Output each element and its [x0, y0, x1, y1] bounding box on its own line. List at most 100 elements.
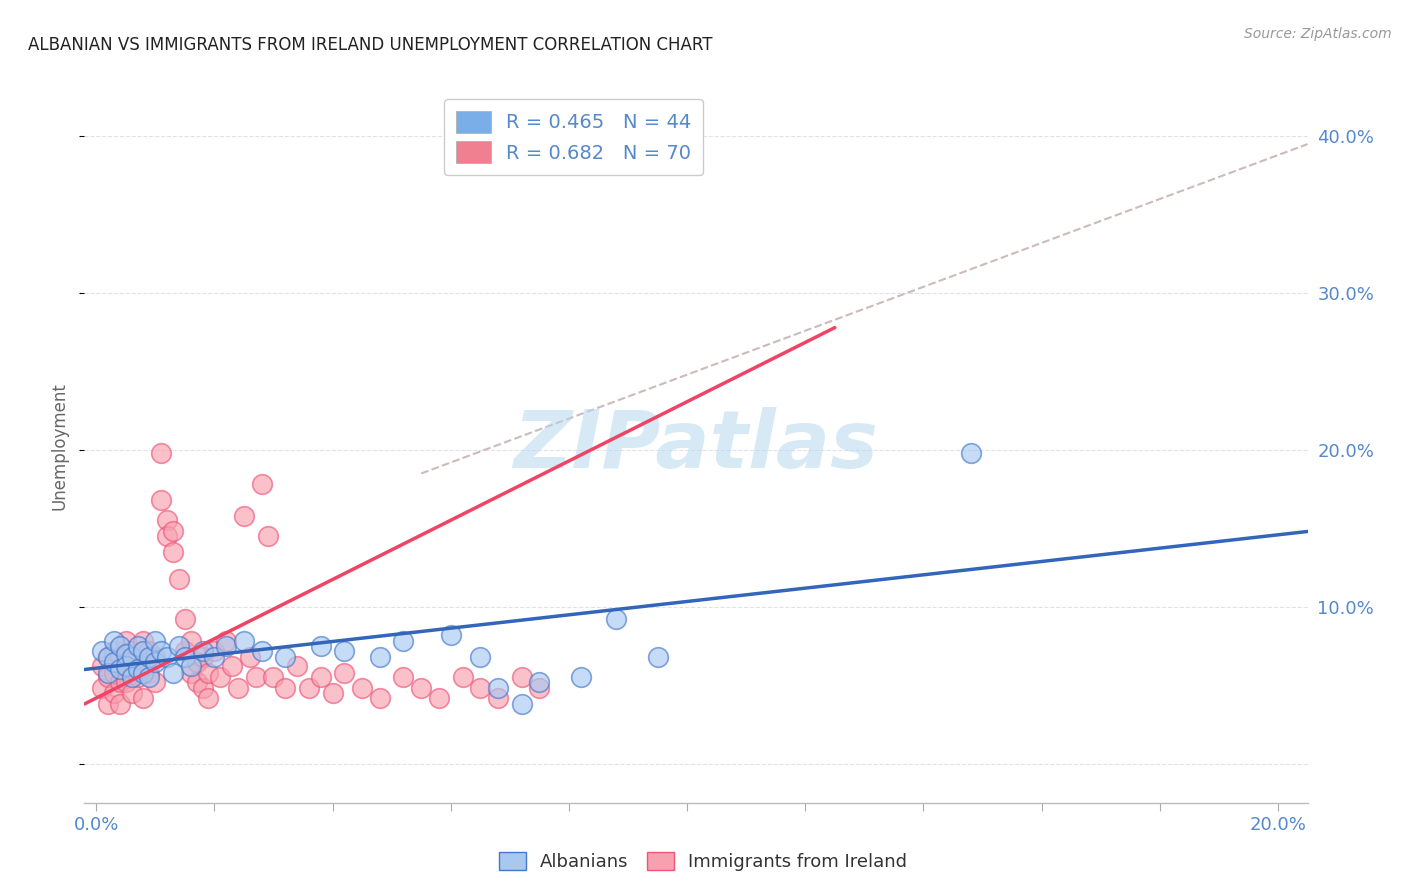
Point — [470, 681, 492, 696]
Point — [97, 697, 120, 711]
Point — [226, 681, 249, 696]
Point — [605, 612, 627, 626]
Point — [239, 649, 262, 664]
Point — [173, 649, 195, 664]
Point — [103, 643, 125, 657]
Point — [97, 649, 120, 664]
Y-axis label: Unemployment: Unemployment — [51, 382, 69, 510]
Point — [486, 690, 509, 705]
Point — [103, 686, 125, 700]
Point — [132, 634, 155, 648]
Point — [132, 643, 155, 657]
Point — [150, 643, 173, 657]
Point — [97, 665, 120, 680]
Point — [232, 508, 254, 523]
Point — [180, 634, 202, 648]
Point — [150, 493, 173, 508]
Point — [510, 697, 533, 711]
Point — [322, 686, 344, 700]
Point — [427, 690, 450, 705]
Point — [156, 514, 179, 528]
Point — [143, 675, 166, 690]
Point — [127, 649, 149, 664]
Point — [132, 665, 155, 680]
Point — [368, 690, 391, 705]
Point — [250, 477, 273, 491]
Text: Source: ZipAtlas.com: Source: ZipAtlas.com — [1244, 27, 1392, 41]
Point — [156, 529, 179, 543]
Point — [132, 690, 155, 705]
Point — [186, 675, 208, 690]
Point — [143, 634, 166, 648]
Point — [91, 659, 114, 673]
Point — [411, 681, 433, 696]
Point — [197, 665, 219, 680]
Point — [167, 572, 190, 586]
Point — [138, 670, 160, 684]
Point — [285, 659, 308, 673]
Point — [510, 670, 533, 684]
Point — [132, 659, 155, 673]
Point — [108, 697, 131, 711]
Point — [186, 655, 208, 669]
Point — [180, 665, 202, 680]
Point — [127, 663, 149, 677]
Point — [451, 670, 474, 684]
Point — [167, 639, 190, 653]
Point — [103, 634, 125, 648]
Point — [191, 643, 214, 657]
Point — [138, 643, 160, 657]
Point — [191, 649, 214, 664]
Point — [209, 670, 232, 684]
Point — [352, 681, 374, 696]
Point — [959, 446, 981, 460]
Point — [138, 665, 160, 680]
Point — [197, 690, 219, 705]
Point — [202, 643, 225, 657]
Point — [108, 675, 131, 690]
Point — [333, 643, 356, 657]
Point — [529, 675, 551, 690]
Point — [215, 634, 238, 648]
Point — [232, 634, 254, 648]
Point — [156, 649, 179, 664]
Point — [274, 649, 297, 664]
Point — [191, 681, 214, 696]
Point — [486, 681, 509, 696]
Point — [250, 643, 273, 657]
Point — [121, 686, 143, 700]
Point — [180, 659, 202, 673]
Point — [103, 665, 125, 680]
Point — [97, 649, 120, 664]
Point — [143, 649, 166, 664]
Point — [97, 670, 120, 684]
Point — [121, 649, 143, 664]
Legend: R = 0.465   N = 44, R = 0.682   N = 70: R = 0.465 N = 44, R = 0.682 N = 70 — [444, 99, 703, 175]
Point — [221, 659, 243, 673]
Point — [262, 670, 284, 684]
Point — [298, 681, 321, 696]
Point — [91, 643, 114, 657]
Text: ALBANIAN VS IMMIGRANTS FROM IRELAND UNEMPLOYMENT CORRELATION CHART: ALBANIAN VS IMMIGRANTS FROM IRELAND UNEM… — [28, 36, 713, 54]
Point — [150, 446, 173, 460]
Point — [114, 647, 136, 661]
Point — [108, 649, 131, 664]
Point — [202, 649, 225, 664]
Point — [121, 665, 143, 680]
Point — [309, 670, 332, 684]
Point — [138, 649, 160, 664]
Point — [114, 659, 136, 673]
Point — [245, 670, 267, 684]
Point — [114, 634, 136, 648]
Point — [392, 670, 415, 684]
Point — [309, 639, 332, 653]
Point — [392, 634, 415, 648]
Point — [121, 670, 143, 684]
Point — [162, 545, 184, 559]
Point — [529, 681, 551, 696]
Point — [368, 649, 391, 664]
Point — [569, 670, 592, 684]
Point — [274, 681, 297, 696]
Point — [108, 663, 131, 677]
Point — [173, 612, 195, 626]
